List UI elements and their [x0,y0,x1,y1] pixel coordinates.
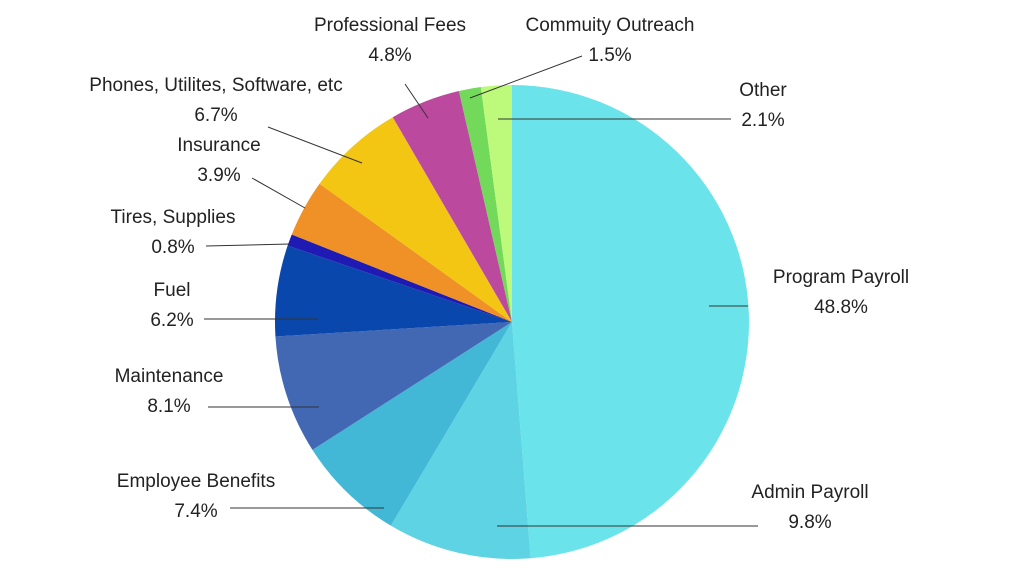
slice-labels: Program Payroll 48.8% Admin Payroll 9.8% Emp… [89,15,909,533]
slice-percent-2: 9.8% [788,512,831,533]
slice-label-5: Fuel [154,280,191,301]
slice-percent-10: 1.5% [588,45,631,66]
slice-percent-1: 48.8% [814,297,868,318]
slice-label-4: Maintenance [115,366,224,387]
slice-label-8: Phones, Utilites, Software, etc [89,75,342,96]
pie-slice-7 [291,183,512,322]
pie-slice-3 [312,322,512,526]
slice-percent-9: 4.8% [368,45,411,66]
slice-label-1: Program Payroll [773,267,909,288]
pie-slice-9 [392,91,512,322]
slice-percent-3: 7.4% [174,501,217,522]
slice-label-9: Professional Fees [314,15,466,36]
slice-label-7: Insurance [177,135,260,156]
leader-line-7 [251,177,306,209]
pie-slice-11 [480,85,512,322]
pie-slices [274,85,749,559]
slice-label-6: Tires, Supplies [111,207,236,228]
slice-percent-11: 2.1% [741,110,784,131]
leader-line-8 [267,126,363,164]
slice-label-3: Employee Benefits [117,471,275,492]
leader-line-6 [205,243,291,247]
pie-slice-8 [319,117,512,322]
pie-slice-4 [275,322,512,450]
leader-line-9 [404,83,429,119]
leader-lines [204,55,758,527]
pie-slice-5 [274,245,512,337]
slice-percent-7: 3.9% [197,165,240,186]
slice-label-10: Commuity Outreach [526,15,695,36]
pie-slice-1 [512,85,749,559]
slice-percent-5: 6.2% [150,310,193,331]
pie-slice-10 [458,87,512,322]
slice-label-11: Other [739,80,787,101]
slice-percent-4: 8.1% [147,396,190,417]
pie-slice-6 [287,234,512,322]
leader-line-10 [469,55,583,99]
slice-percent-8: 6.7% [194,105,237,126]
pie-slice-2 [390,322,531,559]
slice-percent-6: 0.8% [151,237,194,258]
slice-label-2: Admin Payroll [751,482,868,503]
